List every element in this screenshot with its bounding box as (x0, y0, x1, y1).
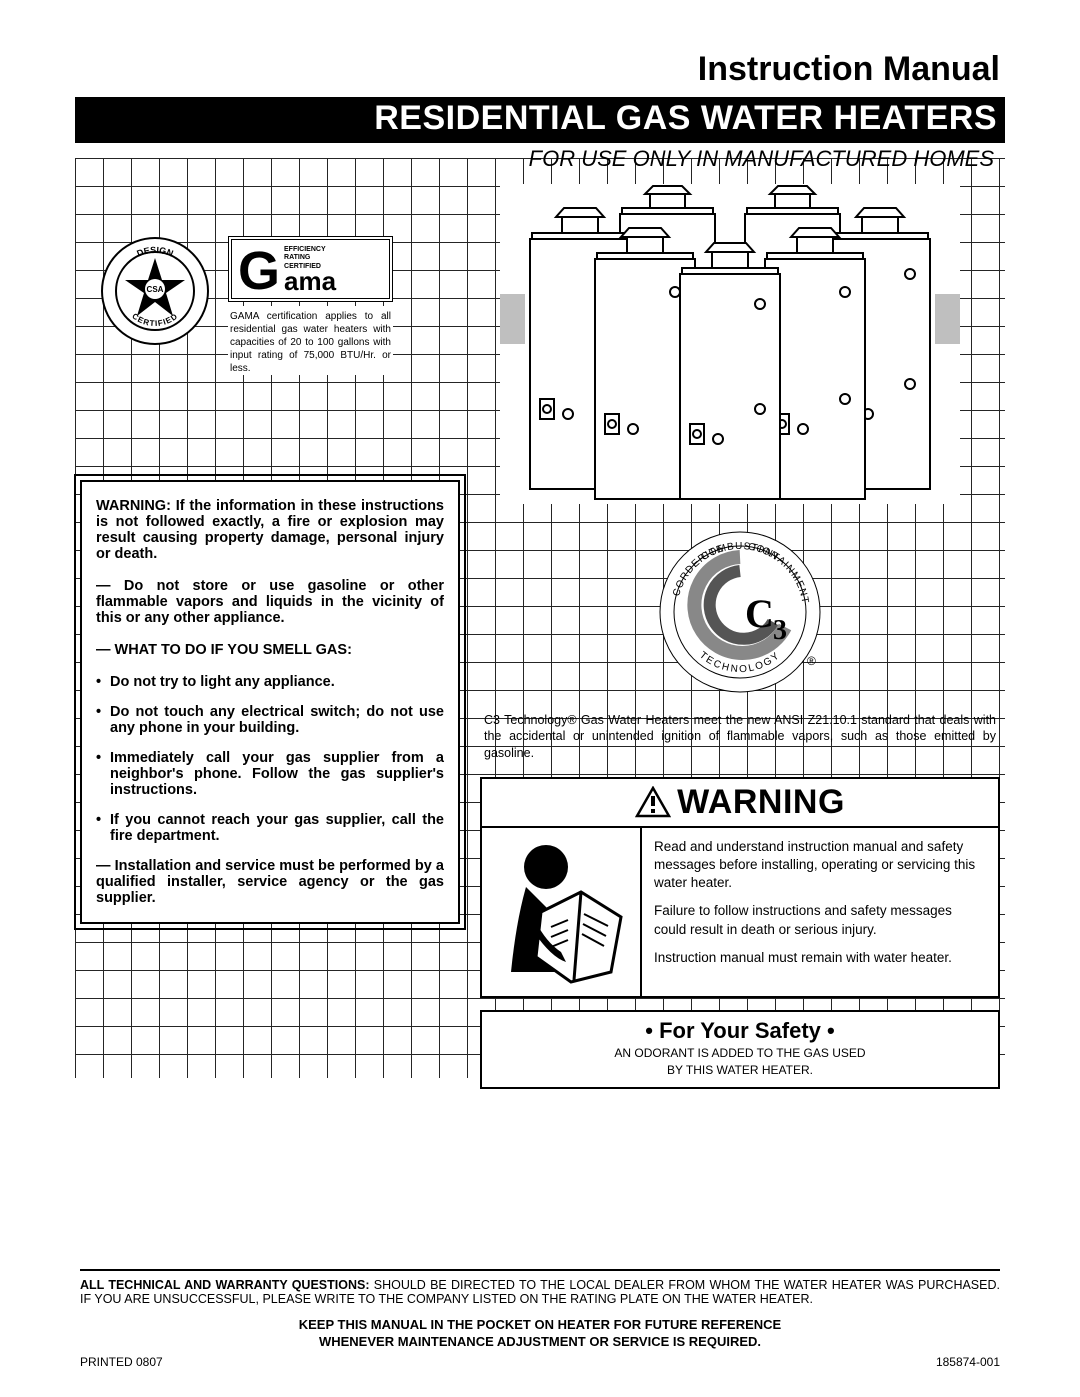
safety-box: • For Your Safety • AN ODORANT IS ADDED … (480, 1010, 1000, 1089)
footer: ALL TECHNICAL AND WARRANTY QUESTIONS: SH… (80, 1269, 1000, 1369)
main-warning-box: WARNING: If the information in these ins… (80, 480, 460, 924)
warning-message-1: Read and understand instruction manual a… (654, 838, 986, 893)
gama-ama: ama (284, 271, 336, 292)
warning-message-2: Failure to follow instructions and safet… (654, 902, 986, 938)
warning-header-text: WARNING (677, 783, 845, 822)
warning-triangle-icon (635, 786, 671, 818)
warning-bullet: Do not try to light any appliance. (110, 674, 444, 690)
c3-technology-logo: CORDERITE COMBUSTION CONTAINMENT TECHNOL… (655, 527, 825, 697)
gama-certification-note: GAMA certification applies to all reside… (228, 306, 393, 375)
warning-bullet: Do not touch any electrical switch; do n… (110, 704, 444, 736)
warning-dash-1: — Do not store or use gasoline or other … (96, 578, 444, 626)
design-certified-badge: CSA DESIGN CERTIFIED (100, 236, 210, 346)
banner-title: RESIDENTIAL GAS WATER HEATERS (75, 97, 1005, 143)
warning-panel: WARNING (480, 777, 1000, 998)
svg-text:3: 3 (773, 615, 787, 646)
warning-intro: WARNING: If the information in these ins… (96, 498, 444, 562)
warning-bullet: If you cannot reach your gas supplier, c… (110, 812, 444, 844)
gama-g: G (238, 251, 280, 292)
svg-text:CSA: CSA (147, 285, 164, 294)
printed-date: PRINTED 0807 (80, 1355, 163, 1369)
footer-keep-manual-2: WHENEVER MAINTENANCE ADJUSTMENT OR SERVI… (80, 1333, 1000, 1351)
footer-technical-note: ALL TECHNICAL AND WARRANTY QUESTIONS: SH… (80, 1278, 1000, 1306)
right-column: CORDERITE COMBUSTION CONTAINMENT TECHNOL… (480, 184, 1000, 1089)
safety-line-1: AN ODORANT IS ADDED TO THE GAS USED (490, 1046, 990, 1062)
left-column: CSA DESIGN CERTIFIED G EFFICIENCY RATING… (80, 184, 460, 1089)
warning-bullet: Immediately call your gas supplier from … (110, 750, 444, 798)
doc-title: Instruction Manual (80, 50, 1000, 89)
document-number: 185874-001 (936, 1355, 1000, 1369)
warning-smell-gas-header: — WHAT TO DO IF YOU SMELL GAS: (96, 642, 444, 658)
safety-title: • For Your Safety • (490, 1018, 990, 1044)
svg-text:®: ® (807, 654, 816, 668)
gama-logo-box: G EFFICIENCY RATING CERTIFIED ama (228, 236, 393, 302)
reading-manual-illustration (482, 828, 642, 996)
safety-line-2: BY THIS WATER HEATER. (490, 1063, 990, 1079)
footer-keep-manual-1: KEEP THIS MANUAL IN THE POCKET ON HEATER… (80, 1316, 1000, 1334)
c3-description: C3 Technology® Gas Water Heaters meet th… (484, 712, 996, 761)
svg-text:C: C (745, 591, 774, 636)
warning-dash-3: — Installation and service must be perfo… (96, 858, 444, 906)
warning-message-3: Instruction manual must remain with wate… (654, 949, 986, 967)
water-heaters-illustration (500, 184, 960, 504)
